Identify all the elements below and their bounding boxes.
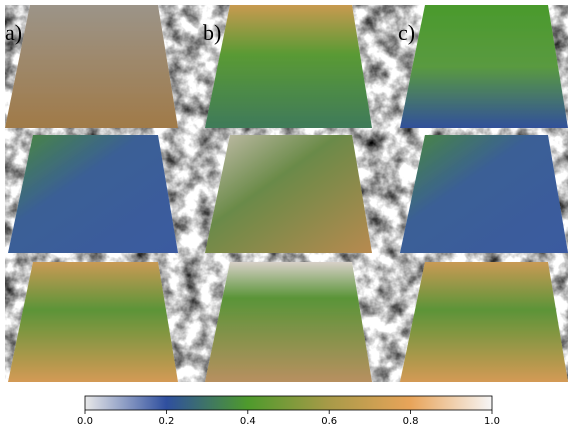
rendering — [8, 135, 178, 253]
panel-label: b) — [203, 20, 221, 45]
rendering — [205, 135, 372, 253]
figure: a) b) c) 0.0 0.2 0.4 0.6 0.8 1.0 — [0, 0, 569, 427]
rendering — [400, 262, 568, 382]
tick-label: 1.0 — [484, 416, 500, 427]
panels: a) b) c) — [5, 5, 568, 382]
rendering — [205, 5, 372, 128]
rendering — [8, 262, 178, 382]
renderings — [5, 5, 568, 382]
tick-label: 0.2 — [158, 416, 174, 427]
rendering — [5, 5, 178, 128]
tick-label: 0.6 — [321, 416, 337, 427]
colorbar-gradient — [85, 396, 492, 410]
panel-label: c) — [398, 20, 415, 45]
rendering — [205, 262, 372, 382]
colorbar: 0.0 0.2 0.4 0.6 0.8 1.0 — [77, 396, 500, 427]
rendering — [400, 135, 568, 253]
panel-label: a) — [5, 20, 22, 45]
tick-label: 0.0 — [77, 416, 93, 427]
rendering — [400, 5, 568, 128]
tick-label: 0.8 — [403, 416, 419, 427]
tick-label: 0.4 — [240, 416, 256, 427]
